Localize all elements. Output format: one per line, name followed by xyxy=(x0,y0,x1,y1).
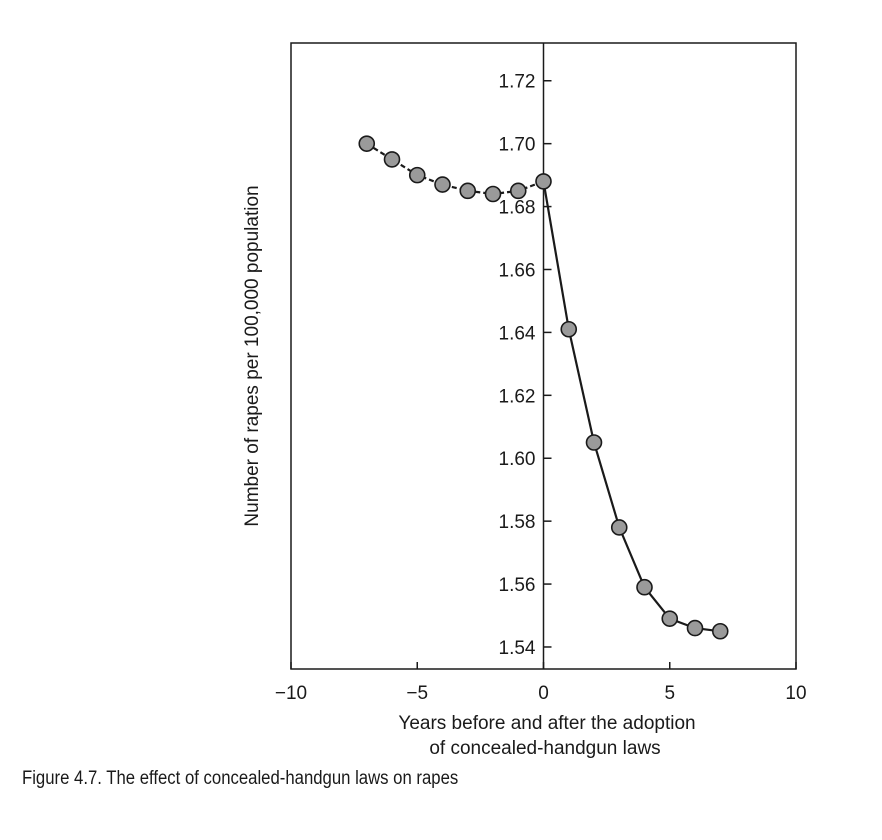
y-tick-label: 1.64 xyxy=(499,323,536,344)
data-point xyxy=(434,176,451,193)
data-point xyxy=(610,519,628,536)
data-point xyxy=(509,182,527,200)
series-points xyxy=(358,135,729,640)
data-point xyxy=(383,151,401,168)
data-point xyxy=(686,619,704,637)
x-tick-label: 10 xyxy=(785,683,806,704)
y-tick-label: 1.60 xyxy=(499,449,536,470)
x-tick-label: −5 xyxy=(406,683,428,704)
data-point xyxy=(560,320,578,338)
data-point xyxy=(711,622,729,640)
data-point xyxy=(661,610,679,627)
y-tick-label: 1.56 xyxy=(499,575,536,596)
figure-caption: Figure 4.7. The effect of concealed-hand… xyxy=(22,768,459,789)
y-tick-label: 1.72 xyxy=(499,72,536,93)
y-axis: 1.54 1.56 1.58 1.60 1.62 1.64 1.66 1.68 1.70 1.72 xyxy=(499,43,552,669)
data-point xyxy=(459,182,477,200)
data-point xyxy=(535,173,552,190)
data-point xyxy=(408,166,426,184)
series-line-after xyxy=(542,181,721,633)
y-tick-label: 1.62 xyxy=(499,386,536,407)
x-tick-label: 5 xyxy=(664,683,675,704)
y-tick-label: 1.58 xyxy=(499,512,536,533)
chart: 1.54 1.56 1.58 1.60 1.62 1.64 1.66 1.68 1.70 1.72… xyxy=(242,42,807,759)
x-axis: −10 −5 0 5 10 xyxy=(275,662,807,704)
x-tick-label: 0 xyxy=(538,683,549,704)
x-axis-title-line-2: of concealed-handgun laws xyxy=(429,738,660,759)
y-tick-label: 1.54 xyxy=(499,638,536,659)
y-tick-label: 1.70 xyxy=(499,135,536,156)
y-tick-label: 1.68 xyxy=(499,198,536,219)
data-point xyxy=(585,434,603,451)
x-tick-label: −10 xyxy=(275,683,307,704)
y-tick-label: 1.66 xyxy=(499,260,536,281)
data-point xyxy=(358,135,376,152)
data-point xyxy=(636,578,653,596)
y-axis-title: Number of rapes per 100,000 population xyxy=(242,185,263,526)
x-axis-title-line-1: Years before and after the adoption xyxy=(398,713,695,734)
data-point xyxy=(484,185,502,203)
